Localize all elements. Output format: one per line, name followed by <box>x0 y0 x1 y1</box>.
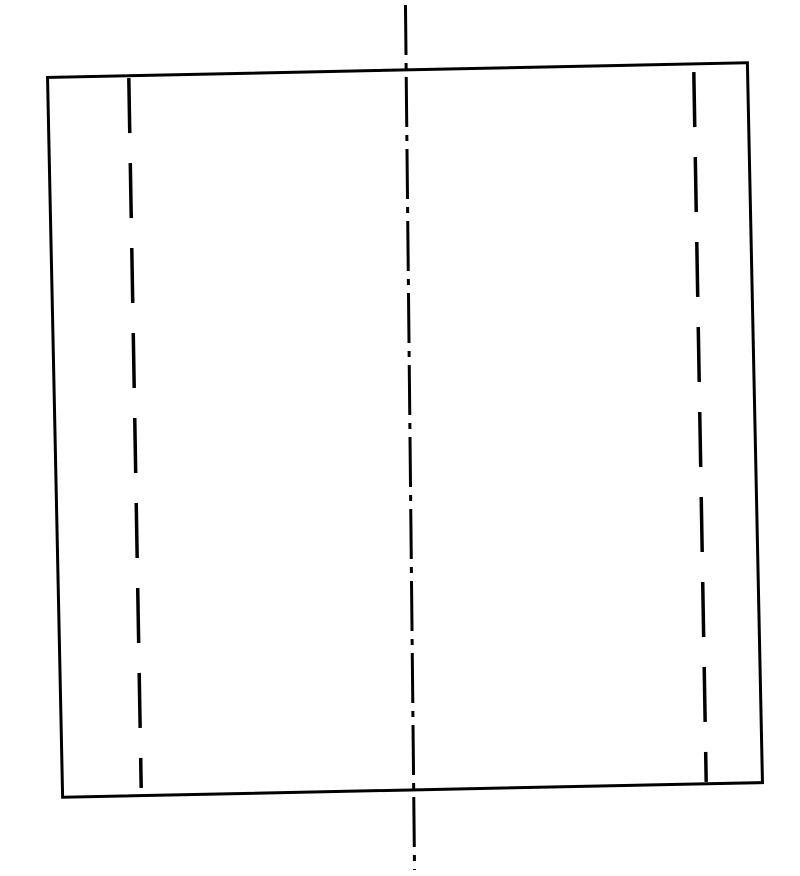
drawing-group <box>48 5 763 870</box>
hidden-line-right <box>694 72 706 782</box>
centerline-vertical <box>405 5 414 870</box>
outer-rectangle <box>48 63 763 798</box>
hidden-line-left <box>129 78 141 788</box>
technical-drawing <box>0 0 800 876</box>
